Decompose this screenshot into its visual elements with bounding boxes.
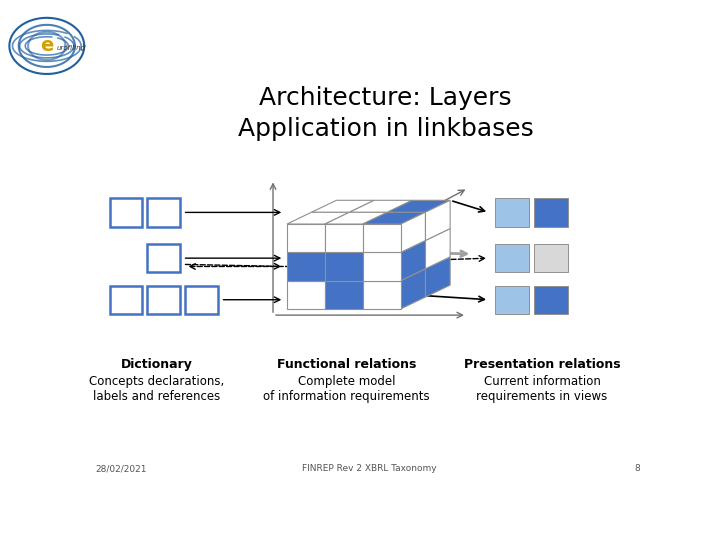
Text: Current information
requirements in views: Current information requirements in view…	[477, 375, 608, 403]
Bar	[534, 286, 568, 314]
Text: Presentation relations: Presentation relations	[464, 358, 621, 371]
Text: 28/02/2021: 28/02/2021	[96, 464, 147, 473]
Bar	[287, 252, 325, 281]
Bar	[534, 198, 568, 227]
Bar	[109, 286, 142, 314]
Bar	[495, 198, 529, 227]
Polygon shape	[363, 212, 426, 224]
Text: Complete model
of information requirements: Complete model of information requiremen…	[264, 375, 430, 403]
Polygon shape	[287, 212, 350, 224]
Text: e: e	[40, 36, 53, 56]
Text: urofiling: urofiling	[56, 45, 85, 51]
Bar	[363, 281, 401, 309]
Bar	[363, 224, 401, 252]
Polygon shape	[350, 200, 412, 212]
Bar	[534, 244, 568, 272]
Bar	[148, 198, 180, 227]
Text: FINREP Rev 2 XBRL Taxonomy: FINREP Rev 2 XBRL Taxonomy	[302, 464, 436, 473]
Polygon shape	[387, 200, 450, 212]
Bar	[325, 224, 363, 252]
Text: Functional relations: Functional relations	[277, 358, 416, 371]
Bar	[363, 252, 401, 281]
Bar	[287, 224, 325, 252]
Bar	[325, 252, 363, 281]
Text: 8: 8	[634, 464, 639, 473]
Polygon shape	[426, 200, 450, 240]
Polygon shape	[426, 228, 450, 269]
Polygon shape	[401, 240, 426, 281]
Polygon shape	[426, 257, 450, 297]
Polygon shape	[325, 212, 387, 224]
Polygon shape	[401, 269, 426, 309]
Bar	[495, 244, 529, 272]
Bar	[325, 281, 363, 309]
Text: Concepts declarations,
labels and references: Concepts declarations, labels and refere…	[89, 375, 225, 403]
Text: Architecture: Layers
Application in linkbases: Architecture: Layers Application in link…	[238, 85, 534, 141]
Bar	[109, 198, 142, 227]
Bar	[287, 281, 325, 309]
Bar	[148, 286, 180, 314]
Bar	[495, 286, 529, 314]
Bar	[186, 286, 217, 314]
Text: Dictionary: Dictionary	[121, 358, 193, 371]
Polygon shape	[312, 200, 374, 212]
Bar	[148, 244, 180, 272]
Polygon shape	[401, 212, 426, 252]
